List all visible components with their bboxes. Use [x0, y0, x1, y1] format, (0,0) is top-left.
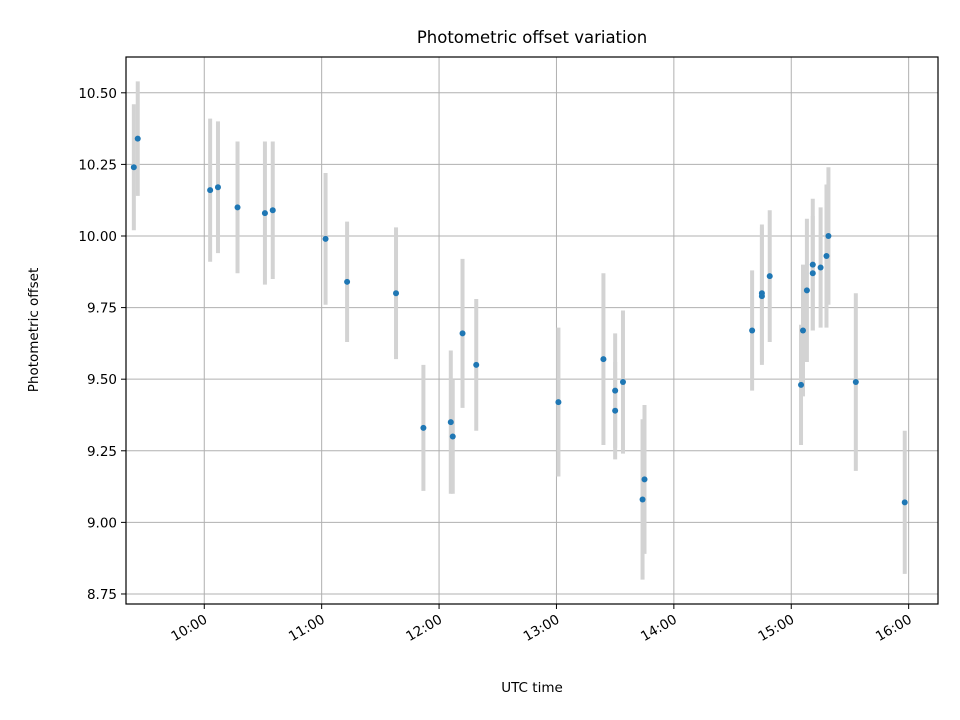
data-point	[393, 290, 400, 297]
y-tick-label: 9.25	[87, 444, 117, 460]
data-point	[269, 207, 276, 214]
data-point	[344, 278, 351, 285]
data-point	[134, 135, 141, 142]
data-point	[749, 327, 756, 334]
x-tick-label: 13:00	[521, 612, 563, 645]
data-points	[130, 135, 908, 506]
data-point	[420, 424, 427, 431]
data-point	[214, 184, 221, 191]
y-tick-label: 9.75	[87, 301, 117, 317]
data-point	[130, 164, 137, 171]
y-tick-label: 10.25	[78, 157, 117, 173]
y-tick-label: 9.00	[87, 515, 117, 531]
data-point	[459, 330, 466, 337]
x-tick-label: 16:00	[873, 612, 915, 645]
data-point	[641, 476, 648, 483]
data-point	[766, 273, 773, 280]
chart-title: Photometric offset variation	[417, 28, 647, 47]
y-tick-label: 8.75	[87, 587, 117, 603]
error-bars	[131, 81, 907, 580]
y-tick-label: 10.00	[78, 229, 117, 245]
data-point	[825, 232, 832, 239]
data-point	[555, 399, 562, 406]
data-point	[261, 210, 268, 217]
data-point	[449, 433, 456, 440]
data-point	[901, 499, 908, 506]
x-tick-label: 15:00	[756, 612, 798, 645]
x-tick-label: 14:00	[638, 612, 680, 645]
data-point	[207, 187, 214, 194]
data-point	[612, 387, 619, 394]
data-point	[639, 496, 646, 503]
x-tick-label: 11:00	[286, 612, 328, 645]
data-point	[809, 261, 816, 268]
x-axis-label: UTC time	[501, 680, 563, 696]
x-tick-label: 10:00	[169, 612, 211, 645]
data-point	[619, 379, 626, 386]
data-point	[803, 287, 810, 294]
data-point	[823, 253, 830, 260]
data-point	[809, 270, 816, 277]
plot-area	[125, 56, 939, 605]
data-point	[852, 379, 859, 386]
y-axis-ticks: 8.75 9.00 9.25 9.50 9.75 10.00 10.25 10.50	[78, 86, 126, 603]
data-point	[798, 381, 805, 388]
grid-lines	[126, 57, 938, 604]
data-point	[322, 235, 329, 242]
data-point	[234, 204, 241, 211]
data-point	[799, 327, 806, 334]
data-point	[600, 356, 607, 363]
y-tick-label: 9.50	[87, 372, 117, 388]
data-point	[758, 293, 765, 300]
data-point	[817, 264, 824, 271]
y-tick-label: 10.50	[78, 86, 117, 102]
data-point	[612, 407, 619, 414]
data-point	[447, 419, 454, 426]
x-axis-ticks: 10:00 11:00 12:00 13:00 14:00 15:00 16:00	[169, 604, 915, 645]
x-tick-label: 12:00	[403, 612, 445, 645]
data-point	[473, 361, 480, 368]
y-axis-label: Photometric offset	[26, 268, 42, 392]
axes-frame	[125, 56, 939, 605]
